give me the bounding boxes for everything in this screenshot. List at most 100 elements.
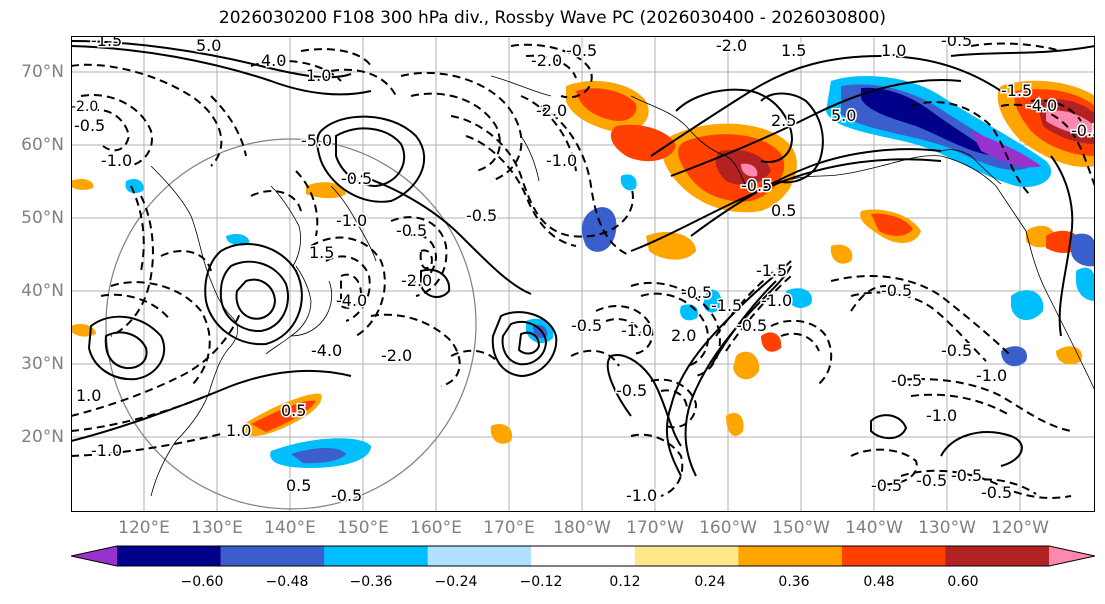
contour-label: -0.5 [941,341,972,360]
contour-label: -0.5 [466,206,497,225]
lon-label: 140°E [264,518,316,538]
colorbar-cell [738,546,843,566]
contour-label: -0.5 [881,281,912,300]
contour-label: -1.0 [621,321,652,340]
contour-label: -1.0 [546,151,577,170]
contour-label: 4.0 [261,51,286,70]
colorbar-cell [220,546,325,566]
contour-label: -1.0 [336,211,367,230]
contour-label: -0.5 [331,486,362,505]
chart-title: 2026030200 F108 300 hPa div., Rossby Wav… [218,8,887,28]
lat-label: 60°N [21,135,64,155]
lon-label: 160°W [699,518,757,538]
lon-label: 120°E [118,518,170,538]
contour-label: -4.0 [311,341,342,360]
contour-label: -2.0 [401,271,432,290]
colorbar-tick: −0.48 [265,574,309,590]
contour-label: -4.0 [1026,96,1057,115]
contour-label: -0.5 [736,316,767,335]
contour-label: 5.0 [196,36,221,55]
lat-label: 50°N [21,208,64,228]
contour-label: -5.0 [301,131,332,150]
lon-label: 160°E [410,518,462,538]
contour-label: -0.5 [616,381,647,400]
contour-label: -0.5 [891,371,922,390]
lon-label: 130°W [918,518,976,538]
colorbar-tick: 0.24 [694,574,726,590]
contour-label: -1.5 [711,296,742,315]
contour-label: 1.0 [76,386,101,405]
lat-label: 30°N [21,354,64,374]
lon-label: 150°E [337,518,389,538]
colorbar-tick: −0.60 [180,574,224,590]
contour-label: -2.0 [531,51,562,70]
contour-label: 1.0 [881,41,906,60]
colorbar-cell [117,546,222,566]
contour-label: 0.5 [286,476,311,495]
contour-label: -0.5 [916,471,947,490]
contour-label: -1.5 [91,36,122,50]
colorbar-cell [324,546,429,566]
lon-label: 120°W [991,518,1049,538]
contour-label: -1.0 [626,486,657,505]
colorbar-tick: −0.12 [519,574,563,590]
contour-label: 1.5 [309,243,334,262]
lat-label: 40°N [21,281,64,301]
colorbar [71,545,1095,567]
colorbar-cell [841,546,946,566]
coastlines [150,75,1095,497]
contour-label: -2.0 [71,99,98,115]
contour-label: -0.5 [1071,121,1095,140]
contour-label: -0.5 [681,283,712,302]
colorbar-extend-max [1049,546,1095,566]
colorbar-tick: 0.36 [778,574,810,590]
contour-label: -1.0 [101,151,132,170]
contour-label: -2.0 [716,36,747,55]
colorbar-cell [531,546,636,566]
colorbar-tick: 0.48 [863,574,895,590]
contour-label: 0.5 [281,401,306,420]
contour-label: 2.0 [671,326,696,345]
contour-label: -2.0 [381,346,412,365]
contour-label: -1.5 [1001,81,1032,100]
lat-label: 70°N [21,62,64,82]
contour-label: -0.5 [341,169,372,188]
colorbar-tick: −0.36 [349,574,393,590]
colorbar-cell [634,546,739,566]
dashed-contours [71,42,1095,499]
lat-label: 20°N [21,427,64,447]
contour-label: 0.5 [771,201,796,220]
colorbar-extend-min [71,546,117,566]
contour-labels: -1.5 5.0 4.0 1.0 -2.0 -1.0 -0.5 -5.0 -0.… [71,36,1095,507]
map-panel: -1.5 5.0 4.0 1.0 -2.0 -1.0 -0.5 -5.0 -0.… [71,36,1095,512]
contour-label: -0.5 [741,176,772,195]
solid-contours [71,40,1095,477]
contour-label: 1.0 [226,421,251,440]
contour-label: -4.0 [336,291,367,310]
contour-label: -1.0 [761,291,792,310]
colorbar-tick: 0.60 [947,574,979,590]
contour-label: -0.5 [871,476,902,495]
lon-label: 170°W [626,518,684,538]
lon-label: 140°W [845,518,903,538]
contour-label: 2.5 [771,111,796,130]
reference-circle [105,138,477,510]
lon-label: 130°E [191,518,243,538]
colorbar-cell [945,546,1050,566]
contour-label: -1.0 [976,366,1007,385]
shading-patches [71,76,1095,468]
contour-label: -0.5 [571,316,602,335]
contour-label: -1.5 [756,261,787,280]
colorbar-cell [427,546,532,566]
contour-label: 1.5 [781,41,806,60]
contour-label: -2.0 [536,101,567,120]
contour-label: -0.5 [566,41,597,60]
lon-label: 150°W [772,518,830,538]
lon-label: 170°E [483,518,535,538]
contour-label: -1.0 [91,441,122,460]
contour-label: -0.5 [981,483,1012,502]
contour-label: -1.0 [926,406,957,425]
contour-label: -0.5 [951,466,982,485]
contour-label: 1.0 [306,66,331,85]
graticule [71,36,1095,512]
